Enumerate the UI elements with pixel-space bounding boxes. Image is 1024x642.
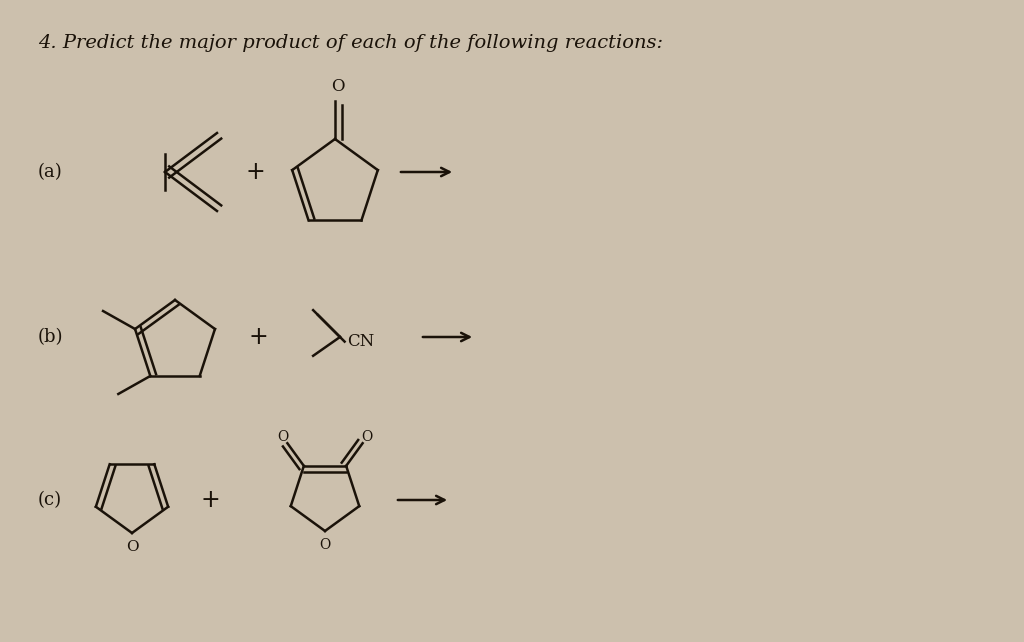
Text: O: O <box>319 538 331 552</box>
Text: O: O <box>331 78 345 95</box>
Text: (b): (b) <box>38 328 63 346</box>
Text: +: + <box>248 325 268 349</box>
Text: 4. Predict the major product of each of the following reactions:: 4. Predict the major product of each of … <box>38 34 664 52</box>
Text: O: O <box>126 540 138 554</box>
Text: (a): (a) <box>38 163 62 181</box>
Text: CN: CN <box>347 333 374 349</box>
Text: O: O <box>278 429 289 444</box>
Text: O: O <box>361 429 373 444</box>
Text: (c): (c) <box>38 491 62 509</box>
Text: +: + <box>200 488 220 512</box>
Text: +: + <box>245 160 265 184</box>
